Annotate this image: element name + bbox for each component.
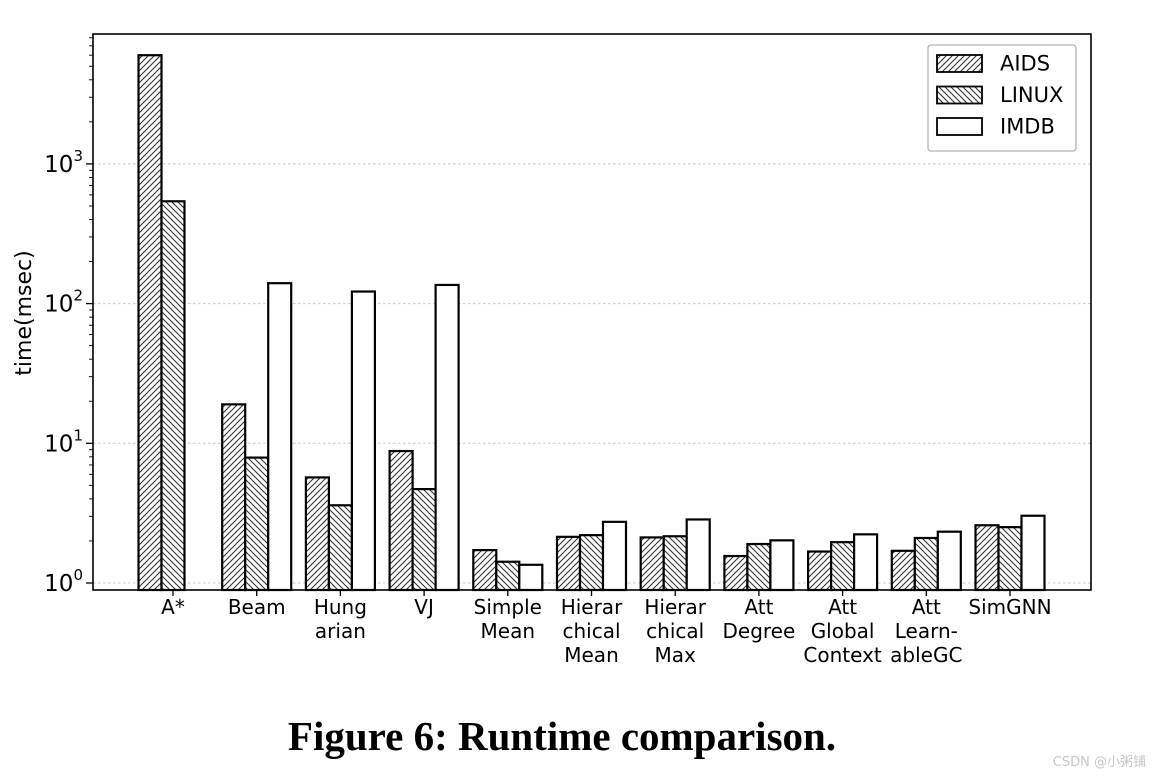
bar-aids-group8 [806,550,833,592]
legend-entry-aids: AIDS [936,52,1050,76]
bar-linux-group10 [997,526,1023,592]
bar-aids-group4 [472,548,498,592]
bar-linux-group4 [495,560,521,592]
x-tick-label-9: Att Learn-ableGC [890,595,962,667]
bar-aids-group1 [221,403,247,592]
bar-imdb-group4 [518,563,544,592]
runtime-chart: 100 101 102 103 A* Beam Hung arian VJ Simple Mean H… [12,33,1092,667]
figure-caption: Figure 6: Runtime comparison. [287,713,837,759]
bar-imdb-group10 [1020,514,1046,592]
bar-aids-group2 [304,476,330,592]
y-tick-label: 100 [44,566,83,597]
watermark: CSDN @小粥铺 [1052,755,1146,770]
bar-imdb-group6 [685,518,711,592]
legend-entry-imdb: IMDB [936,115,1055,139]
x-tick-label-6: Hierar chical Max [644,595,706,667]
bar-aids-group9 [890,549,916,592]
bar-linux-group8 [829,541,856,592]
x-tick-label-1: Beam [228,595,286,619]
x-tick-label-0: A* [161,595,185,619]
bar-imdb-group8 [852,533,879,592]
bar-imdb-group5 [601,520,628,592]
bar-linux-group2 [327,504,353,592]
bar-imdb-group1 [267,282,293,592]
bar-linux-group3 [411,488,437,592]
x-tick-label-8: Att Global Context [803,595,882,667]
bar-aids-group0 [137,54,163,592]
bar-aids-group10 [974,524,1000,592]
y-tick-label: 101 [44,426,83,457]
bar-aids-group6 [639,536,665,592]
legend-swatch-linux [936,85,983,105]
legend-label-linux: LINUX [1000,83,1063,107]
bar-imdb-group7 [769,539,795,592]
bar-imdb-group3 [434,283,460,592]
x-tick-label-4: Simple Mean [474,595,542,643]
bar-linux-group0 [160,200,186,592]
legend-label-aids: AIDS [1000,52,1050,76]
bar-aids-group7 [723,554,749,592]
bar-aids-group3 [388,449,414,592]
bar-aids-group5 [555,535,582,592]
bar-linux-group9 [913,536,939,592]
legend-swatch-imdb [936,117,983,136]
bar-linux-group5 [578,534,605,592]
bar-imdb-group9 [936,530,962,592]
x-tick-label-5: Hierar chical Mean [561,595,623,667]
legend-entry-linux: LINUX [936,83,1063,107]
bar-linux-group7 [746,542,772,592]
legend: AIDS LINUX IMDB [927,44,1077,152]
bar-linux-group6 [662,535,688,592]
x-tick-label-10: SimGNN [968,595,1051,619]
bar-linux-group1 [244,456,270,592]
x-tick-label-2: Hung arian [314,595,367,643]
legend-label-imdb: IMDB [1000,115,1055,139]
y-axis-label: time(msec) [12,250,37,375]
legend-swatch-aids [936,54,983,73]
x-tick-label-3: VJ [414,595,434,619]
x-tick-label-7: Att Degree [723,595,796,643]
y-tick-label: 102 [44,287,83,318]
bar-imdb-group2 [350,290,376,592]
y-tick-label: 103 [44,147,83,178]
